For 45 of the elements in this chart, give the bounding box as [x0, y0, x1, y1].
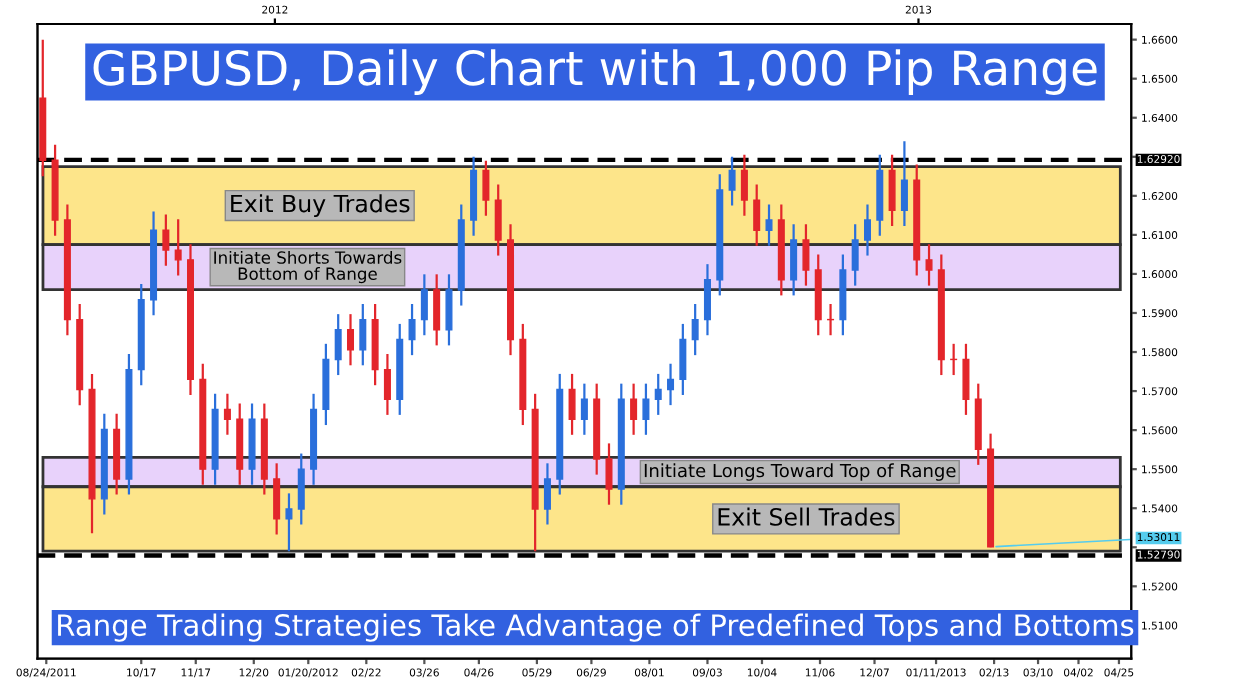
candlestick: [667, 362, 675, 407]
candlestick: [753, 183, 761, 247]
candlestick: [568, 372, 576, 436]
candlestick: [543, 462, 551, 526]
candlestick: [900, 140, 908, 227]
annotation: Range Trading Strategies Take Advantage of Predefined Tops and Bottoms: [58, 613, 1134, 642]
candlestick: [740, 153, 748, 217]
candlestick: [888, 153, 896, 227]
candlestick: [285, 492, 293, 553]
candlestick: [654, 372, 662, 416]
candlestick: [691, 302, 699, 357]
band-label: Exit Buy Trades: [231, 194, 410, 218]
candlestick: [790, 223, 798, 297]
candlestick: [802, 223, 810, 287]
candlestick: [297, 452, 305, 526]
band-label: Initiate Shorts Towards Bottom of Range: [214, 250, 402, 284]
band-label: Exit Sell Trades: [718, 507, 895, 526]
candlestick: [642, 382, 650, 436]
candlestick: [765, 203, 773, 247]
candlestick: [679, 322, 687, 397]
candlestick: [494, 183, 502, 257]
candlestick: [408, 302, 416, 357]
candlestick: [728, 155, 736, 207]
candlestick: [580, 382, 588, 436]
candlestick: [962, 342, 970, 416]
candlestick: [174, 218, 182, 277]
candlestick: [273, 462, 281, 536]
candlestick: [605, 442, 613, 506]
candlestick: [445, 273, 453, 347]
candlestick: [334, 313, 342, 377]
candlestick: [420, 273, 428, 337]
candlestick: [863, 203, 871, 257]
candlestick: [359, 302, 367, 367]
candlestick: [630, 382, 638, 436]
candlestick: [482, 159, 490, 217]
candlestick: [346, 313, 355, 367]
candlestick: [383, 352, 391, 416]
text: GBPUSD, Daily Chart with 1,000 Pip Range: [93, 49, 1097, 95]
candlestick: [925, 243, 933, 287]
candlestick: [703, 263, 711, 337]
candlestick: [851, 223, 859, 287]
candlestick: [162, 213, 170, 267]
band-label: Initiate Longs Toward Top of Range: [644, 463, 956, 481]
candlestick: [433, 273, 441, 347]
candlestick: [223, 392, 231, 436]
